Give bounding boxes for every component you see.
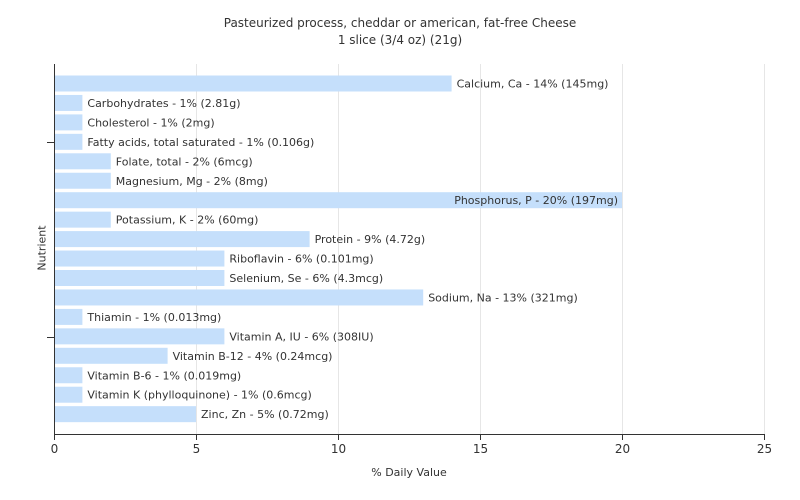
bar <box>54 270 225 286</box>
bar-label: Folate, total - 2% (6mcg) <box>116 155 253 168</box>
bar-label: Phosphorus, P - 20% (197mg) <box>454 194 618 207</box>
bar <box>54 94 83 111</box>
bar <box>54 386 83 403</box>
bar <box>54 133 83 150</box>
bar-label: Protein - 9% (4.72g) <box>315 233 426 246</box>
x-tick-label: 0 <box>51 442 59 456</box>
bar <box>54 308 83 325</box>
bar <box>54 347 168 364</box>
y-axis-label: Nutrient <box>35 225 49 271</box>
bar-label: Thiamin - 1% (0.013mg) <box>86 311 221 324</box>
bar-label: Selenium, Se - 6% (4.3mcg) <box>229 272 383 285</box>
bar-label: Vitamin A, IU - 6% (308IU) <box>229 330 373 343</box>
bar <box>54 172 111 189</box>
x-axis-label: % Daily Value <box>371 466 447 479</box>
bar-label: Sodium, Na - 13% (321mg) <box>428 291 578 304</box>
bar <box>54 289 424 306</box>
bar-label: Zinc, Zn - 5% (0.72mg) <box>201 408 329 421</box>
bar-label: Cholesterol - 1% (2mg) <box>87 116 214 129</box>
bar-label: Riboflavin - 6% (0.101mg) <box>229 253 373 266</box>
bar <box>54 250 225 267</box>
x-tick-label: 10 <box>331 442 346 456</box>
x-tick-label: 15 <box>473 442 488 456</box>
chart-title: Pasteurized process, cheddar or american… <box>223 16 577 30</box>
bar <box>54 328 225 345</box>
bar <box>54 367 83 384</box>
bar <box>54 406 196 423</box>
bar <box>54 75 452 92</box>
x-tick-label: 25 <box>757 442 772 456</box>
bar-label: Magnesium, Mg - 2% (8mg) <box>116 175 268 188</box>
bar <box>54 114 83 131</box>
bar-label: Vitamin K (phylloquinone) - 1% (0.6mcg) <box>87 389 311 402</box>
bar-label: Potassium, K - 2% (60mg) <box>116 214 259 227</box>
chart-subtitle: 1 slice (3/4 oz) (21g) <box>337 33 463 47</box>
bar-label: Carbohydrates - 1% (2.81g) <box>87 97 240 110</box>
bar <box>54 211 111 228</box>
bar <box>54 192 622 209</box>
bar-label: Fatty acids, total saturated - 1% (0.106… <box>87 136 314 149</box>
x-tick-label: 5 <box>193 442 201 456</box>
bar-label: Vitamin B-12 - 4% (0.24mcg) <box>173 350 333 363</box>
bar <box>54 153 111 170</box>
bar-label: Vitamin B-6 - 1% (0.019mg) <box>87 369 241 382</box>
bar-label: Calcium, Ca - 14% (145mg) <box>457 78 609 91</box>
x-tick-label: 20 <box>615 442 630 456</box>
bar <box>54 231 310 248</box>
